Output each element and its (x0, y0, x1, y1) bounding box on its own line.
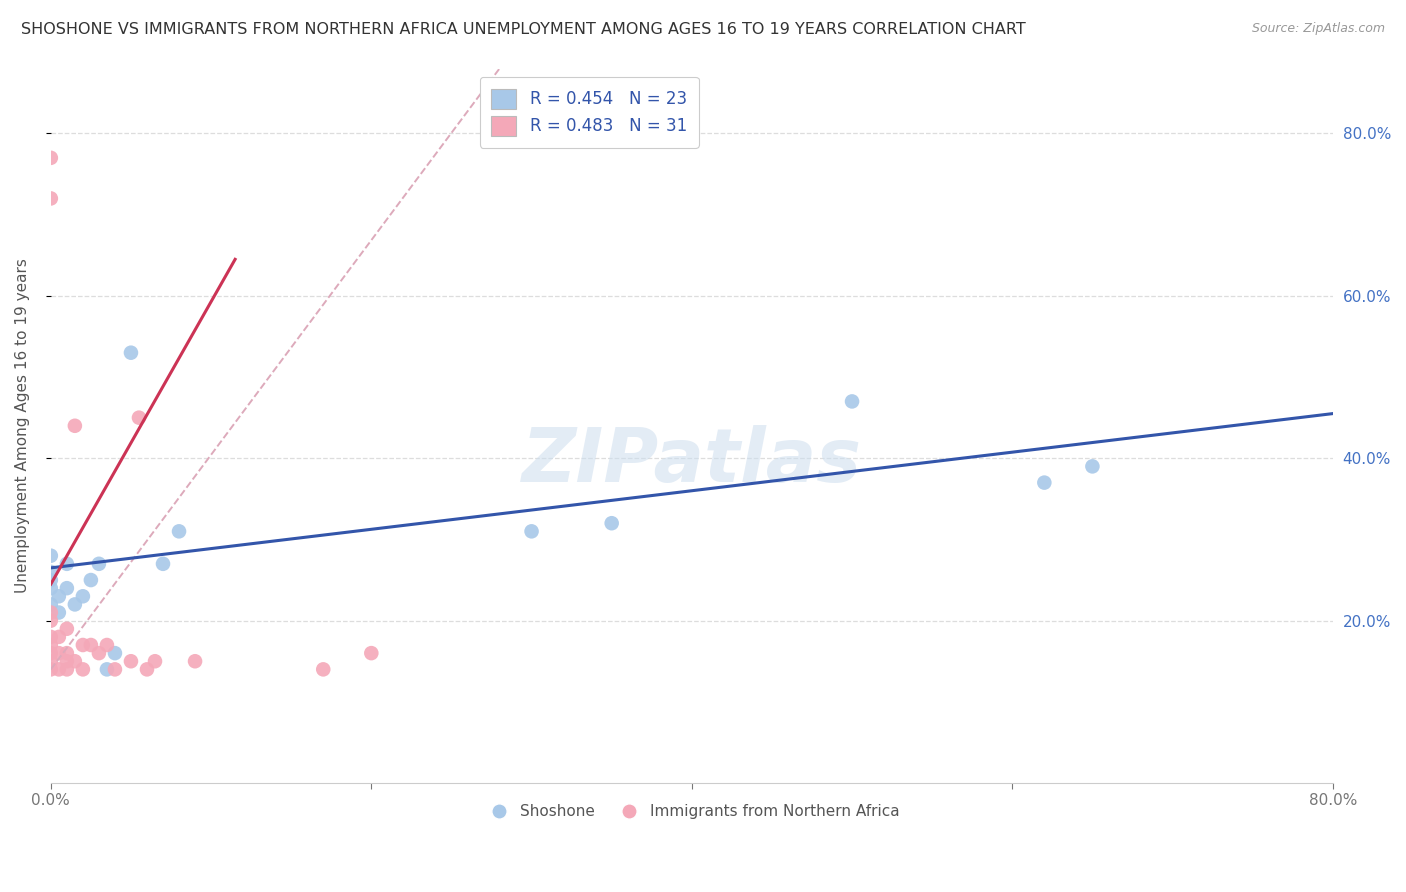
Point (360, 646, 382, 660)
Point (63, 654, 86, 668)
Point (56, 622, 79, 636)
Point (63, 418, 86, 433)
Point (48, 630, 70, 644)
Point (63, 598, 86, 612)
Point (120, 654, 142, 668)
Point (312, 662, 335, 676)
Point (39, 654, 62, 668)
Point (39, 598, 62, 612)
Point (1033, 475, 1056, 490)
Point (39, 573, 62, 587)
Point (143, 654, 166, 668)
Point (841, 394, 863, 409)
Point (56, 662, 79, 676)
Point (104, 646, 127, 660)
Point (104, 662, 127, 676)
Point (80, 638, 103, 652)
Legend: Shoshone, Immigrants from Northern Africa: Shoshone, Immigrants from Northern Afric… (478, 798, 905, 825)
Point (87, 557, 110, 571)
Point (152, 557, 174, 571)
Point (39, 565, 62, 579)
Point (184, 654, 207, 668)
Text: SHOSHONE VS IMMIGRANTS FROM NORTHERN AFRICA UNEMPLOYMENT AMONG AGES 16 TO 19 YEA: SHOSHONE VS IMMIGRANTS FROM NORTHERN AFR… (21, 22, 1026, 37)
Point (39, 606, 62, 620)
Point (96, 638, 118, 652)
Point (48, 662, 70, 676)
Point (39, 549, 62, 563)
Point (87, 646, 110, 660)
Text: ZIPatlas: ZIPatlas (522, 425, 862, 498)
Point (72, 662, 94, 676)
Point (520, 524, 543, 539)
Point (56, 581, 79, 595)
Point (600, 516, 623, 531)
Point (39, 191, 62, 205)
Point (39, 614, 62, 628)
Point (39, 581, 62, 595)
Point (167, 524, 190, 539)
Point (72, 638, 94, 652)
Point (72, 589, 94, 603)
Point (39, 630, 62, 644)
Point (96, 662, 118, 676)
Point (48, 606, 70, 620)
Point (48, 589, 70, 603)
Point (56, 557, 79, 571)
Point (80, 573, 103, 587)
Point (136, 662, 159, 676)
Text: Source: ZipAtlas.com: Source: ZipAtlas.com (1251, 22, 1385, 36)
Point (56, 654, 79, 668)
Point (39, 646, 62, 660)
Point (39, 662, 62, 676)
Point (1081, 459, 1104, 474)
Point (120, 345, 142, 359)
Point (128, 410, 150, 425)
Point (56, 646, 79, 660)
Point (48, 646, 70, 660)
Y-axis label: Unemployment Among Ages 16 to 19 years: Unemployment Among Ages 16 to 19 years (15, 259, 30, 593)
Point (39, 638, 62, 652)
Point (39, 151, 62, 165)
